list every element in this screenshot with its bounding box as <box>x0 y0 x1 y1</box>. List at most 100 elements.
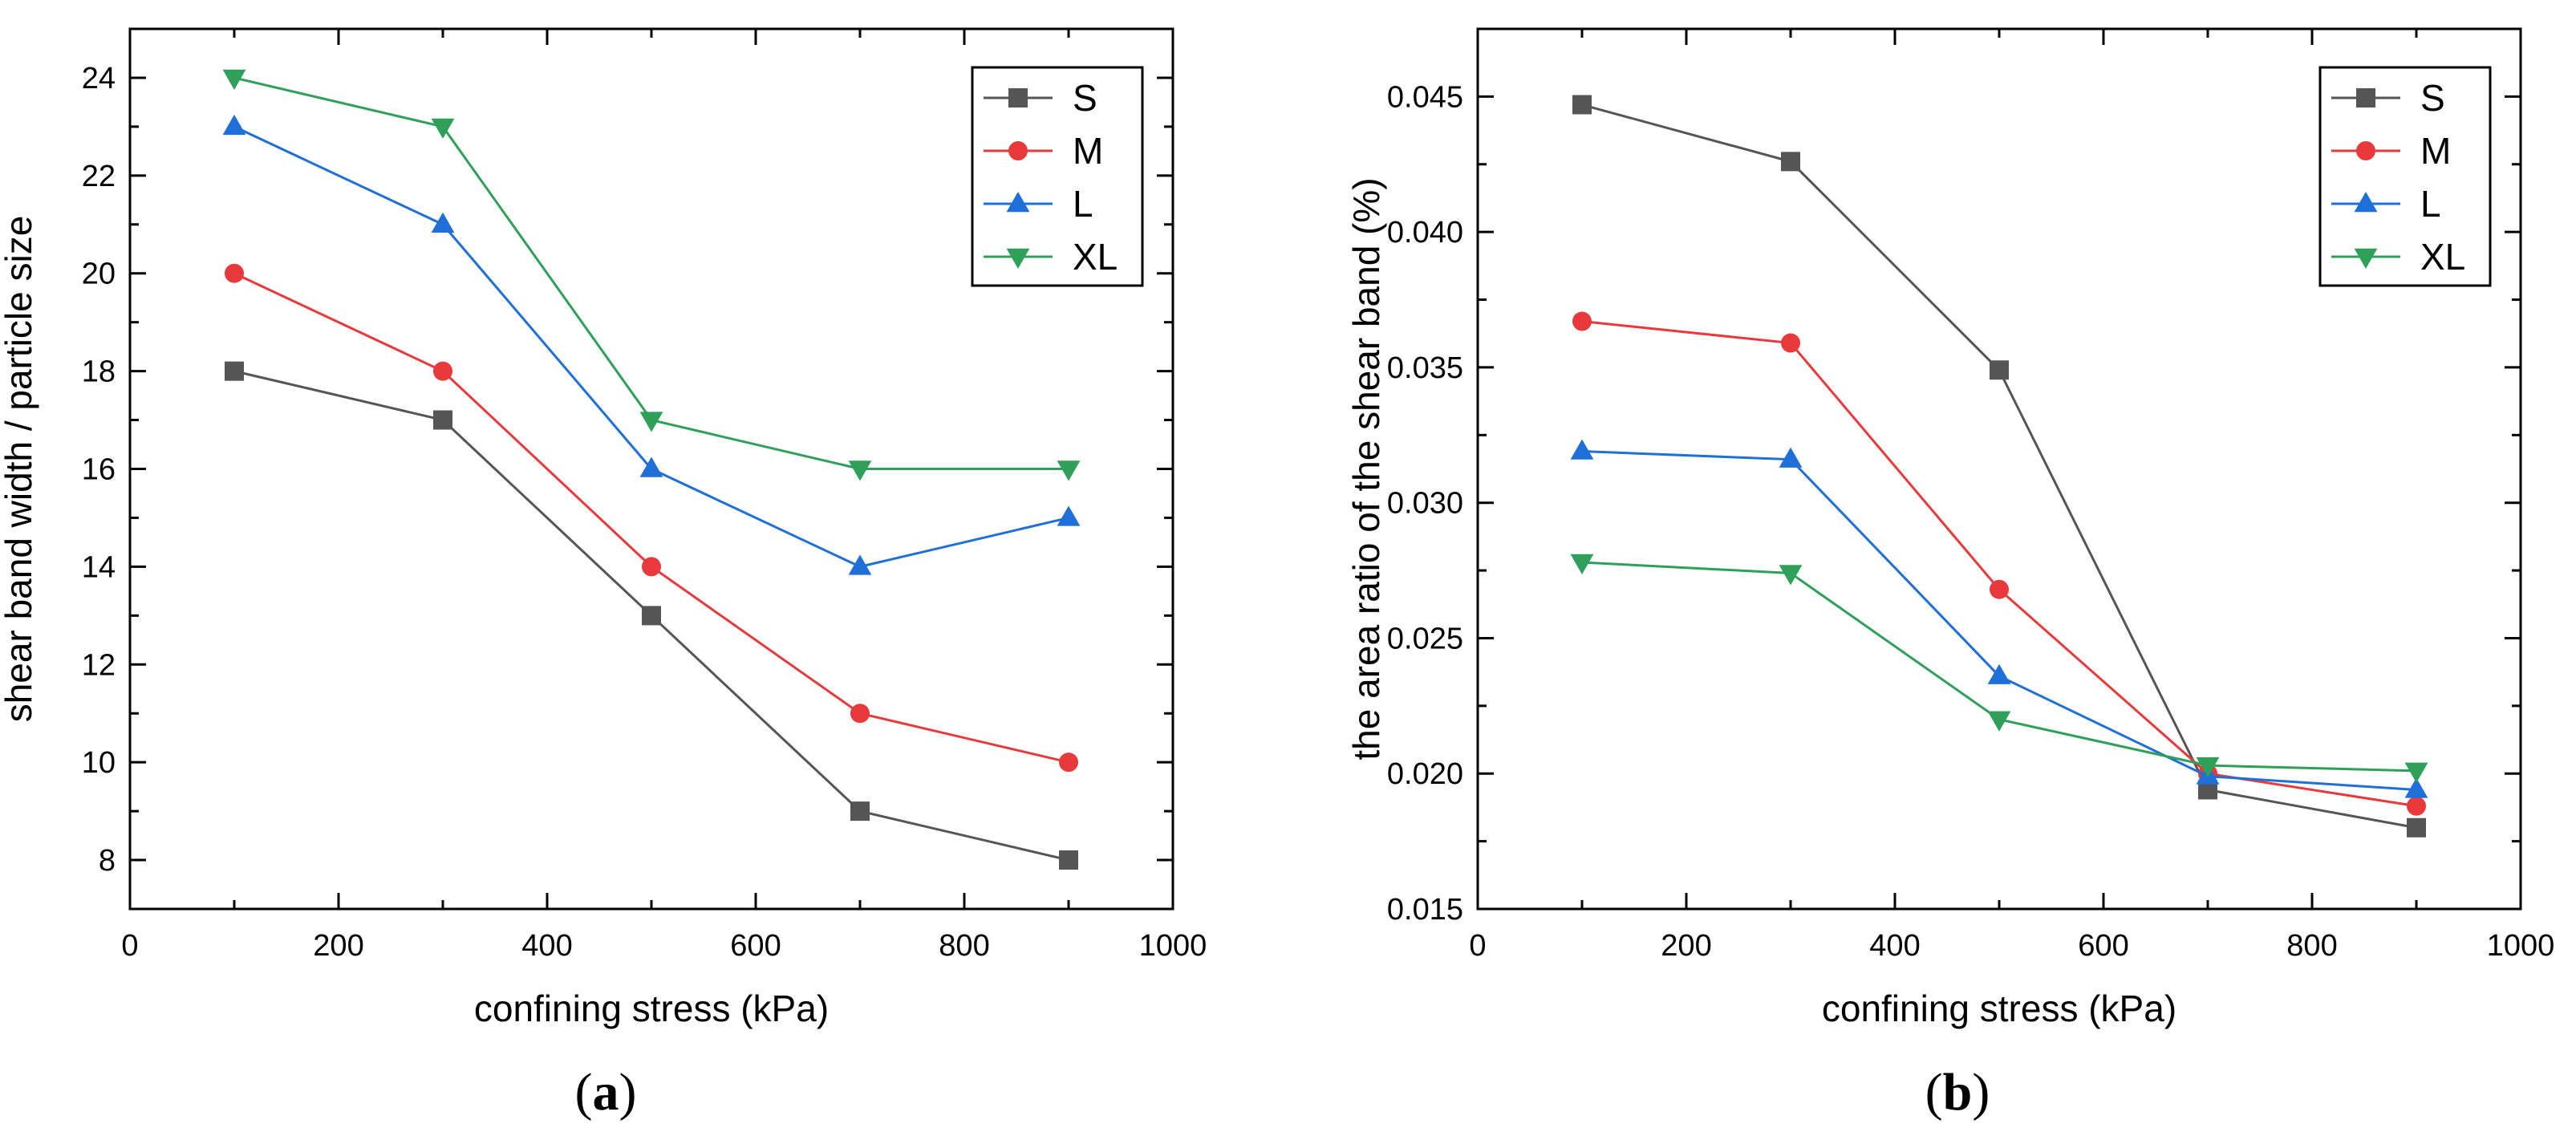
data-point-M <box>642 557 661 577</box>
x-tick-label: 200 <box>1661 929 1711 963</box>
data-point-XL <box>1057 460 1081 481</box>
legend-marker-M <box>1008 141 1028 160</box>
y-tick-label: 12 <box>82 648 116 682</box>
data-point-XL <box>1570 554 1594 574</box>
data-point-S <box>1781 152 1800 172</box>
y-axis-title: shear band width / particle size <box>0 216 39 723</box>
data-point-S <box>433 410 452 430</box>
data-point-M <box>433 361 452 381</box>
data-point-L <box>639 456 663 477</box>
data-point-L <box>1779 447 1803 468</box>
legend-marker-S <box>2356 88 2375 108</box>
data-point-S <box>1059 850 1078 870</box>
data-point-S <box>2407 817 2426 838</box>
y-tick-label: 16 <box>82 453 116 487</box>
panel-label-letter: b <box>1943 1063 1973 1122</box>
legend-label-XL: XL <box>1073 236 1118 278</box>
data-point-XL <box>431 118 455 139</box>
legend-marker-M <box>2356 141 2375 160</box>
y-tick-label: 18 <box>82 355 116 389</box>
data-point-S <box>850 801 870 821</box>
data-point-L <box>1570 439 1594 460</box>
data-point-L <box>2404 777 2428 798</box>
data-point-XL <box>848 460 872 481</box>
series-line-L <box>1581 450 2417 791</box>
data-point-M <box>225 263 244 283</box>
x-tick-label: 1000 <box>1139 929 1207 963</box>
x-tick-label: 800 <box>939 929 989 963</box>
series-line-L <box>233 125 1069 568</box>
data-point-M <box>1781 333 1800 353</box>
y-tick-label: 0.020 <box>1387 757 1463 791</box>
legend-box <box>971 66 1144 287</box>
data-point-XL <box>2404 762 2428 783</box>
x-tick-label: 800 <box>2286 929 2337 963</box>
chart-panel-a: 0 200 400 600 800 1000 8 10 12 14 16 18 20 22 24 confin… <box>0 27 1207 1122</box>
panel-label: (a) <box>575 1063 637 1122</box>
legend-label-XL: XL <box>2420 236 2465 278</box>
legend-marker-XL <box>1006 248 1030 269</box>
series-line-XL <box>233 76 1069 470</box>
data-point-M <box>850 704 870 724</box>
legend-marker-L <box>1006 192 1030 213</box>
legend-label-S: S <box>2420 77 2445 119</box>
y-tick-label: 0.030 <box>1387 487 1463 521</box>
chart-panel-b: 0 200 400 600 800 1000 0.015 0.020 0.025 0.030 0.0… <box>1345 27 2555 1122</box>
panel-label: (b) <box>1925 1063 1990 1122</box>
data-point-XL <box>1779 565 1803 586</box>
data-point-S <box>1990 360 2009 380</box>
panel-label-letter: a <box>593 1063 619 1122</box>
y-tick-label: 10 <box>82 746 116 780</box>
y-tick-label: 0.035 <box>1387 351 1463 385</box>
x-tick-label: 400 <box>1869 929 1920 963</box>
y-tick-label: 0.045 <box>1387 80 1463 114</box>
series-line-M <box>1581 320 2417 808</box>
y-tick-label: 14 <box>82 550 116 584</box>
legend-box <box>2318 66 2492 287</box>
data-point-M <box>2407 796 2426 816</box>
x-tick-label: 600 <box>730 929 781 963</box>
panel-label-close-paren: ) <box>1972 1063 1990 1122</box>
data-point-XL <box>1987 711 2011 732</box>
data-point-S <box>1572 95 1592 115</box>
legend-label-L: L <box>1073 183 1093 225</box>
x-axis-title: confining stress (kPa) <box>1822 988 2176 1029</box>
data-point-M <box>1990 579 2009 599</box>
y-tick-label: 0.040 <box>1387 216 1463 249</box>
y-tick-label: 24 <box>82 62 116 95</box>
legend-marker-L <box>2354 192 2378 213</box>
data-point-XL <box>639 412 663 432</box>
data-point-L <box>1987 663 2011 684</box>
legend-label-L: L <box>2420 183 2441 225</box>
data-point-L <box>1057 505 1081 526</box>
panel-label-close-paren: ) <box>619 1063 637 1122</box>
legend-marker-XL <box>2354 248 2378 269</box>
data-point-S <box>642 606 661 626</box>
y-tick-label: 0.015 <box>1387 893 1463 927</box>
legend-marker-S <box>1008 88 1028 108</box>
x-axis-title: confining stress (kPa) <box>474 988 829 1029</box>
data-point-S <box>225 361 244 381</box>
y-tick-label: 20 <box>82 258 116 291</box>
legend-label-S: S <box>1073 77 1097 119</box>
data-point-L <box>848 554 872 575</box>
y-tick-label: 8 <box>99 844 116 878</box>
x-tick-label: 0 <box>1469 929 1486 963</box>
series-line-M <box>233 272 1069 764</box>
y-tick-label: 22 <box>82 160 116 193</box>
data-point-XL <box>2196 757 2220 778</box>
y-tick-label: 0.025 <box>1387 622 1463 655</box>
data-point-XL <box>222 69 246 90</box>
x-tick-label: 200 <box>313 929 363 963</box>
legend-label-M: M <box>1073 130 1103 172</box>
data-point-L <box>222 114 246 136</box>
x-tick-label: 400 <box>521 929 572 963</box>
y-axis-title: the area ratio of the shear band (%) <box>1345 177 1387 760</box>
panel-label-open-paren: ( <box>1925 1063 1943 1122</box>
x-tick-label: 600 <box>2078 929 2128 963</box>
data-point-S <box>2198 780 2217 800</box>
data-point-L <box>431 212 455 233</box>
x-tick-label: 0 <box>121 929 138 963</box>
x-tick-label: 1000 <box>2487 929 2555 963</box>
